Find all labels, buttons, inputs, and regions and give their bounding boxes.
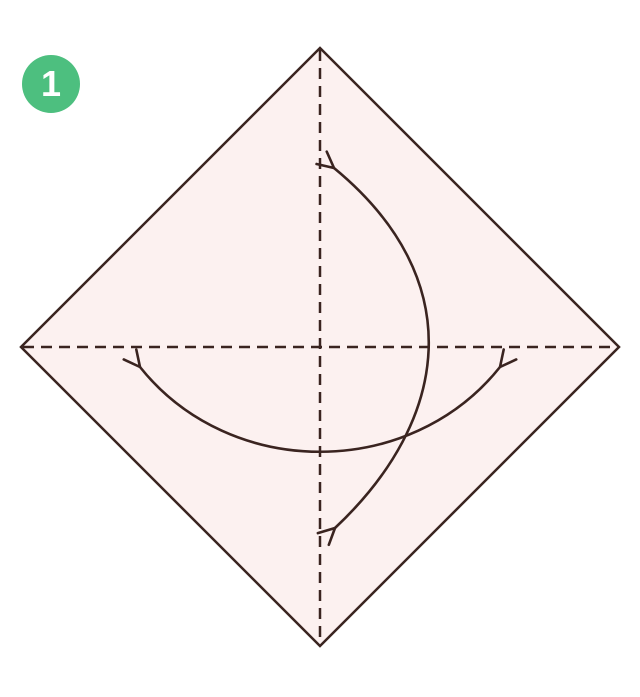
step-number-badge: 1: [22, 55, 80, 113]
horizontal-fold-unfold-arrow: [122, 348, 518, 454]
